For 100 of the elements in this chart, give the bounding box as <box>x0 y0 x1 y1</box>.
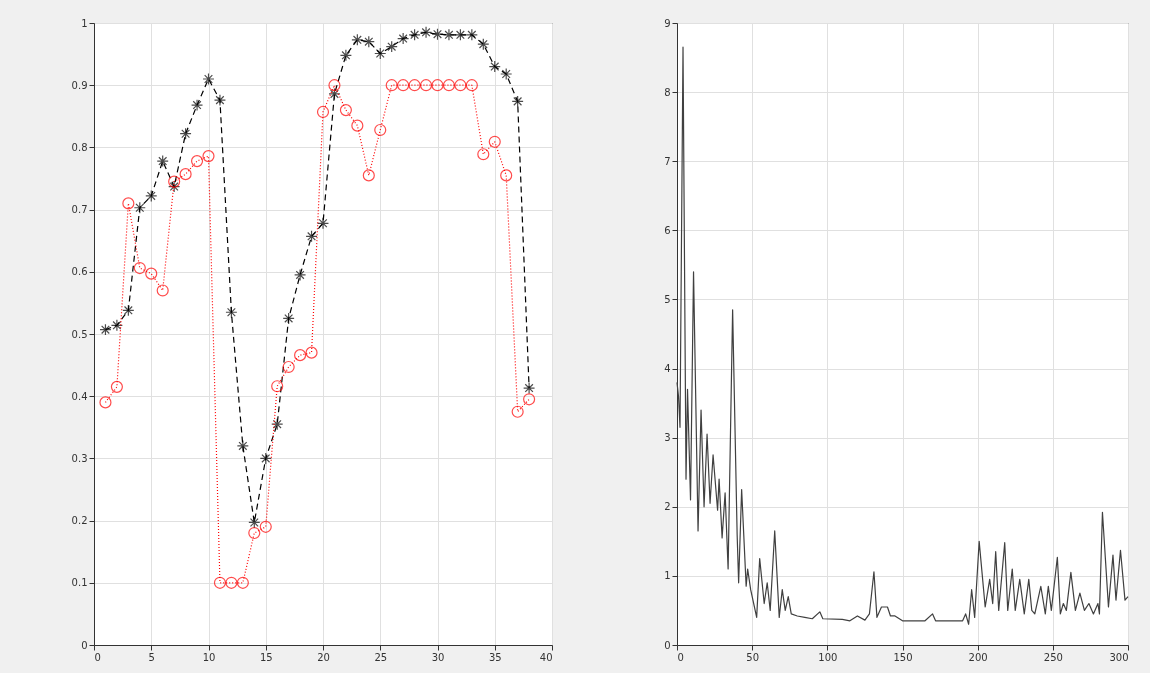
x-tick-label: 0 <box>677 651 684 663</box>
point <box>305 346 318 359</box>
point <box>156 284 169 297</box>
point <box>511 405 524 418</box>
point <box>202 150 215 163</box>
point <box>328 79 341 92</box>
y-tick-label: 9 <box>664 17 671 29</box>
y-tick-label: 0.9 <box>71 79 88 91</box>
point <box>168 180 181 193</box>
x-tick-label: 35 <box>488 651 502 663</box>
x-tick-label: 200 <box>968 651 988 663</box>
point <box>362 169 375 182</box>
x-tick-label: 300 <box>1109 651 1129 663</box>
y-tick-label: 0.4 <box>71 390 88 402</box>
point <box>397 79 410 92</box>
point <box>500 169 513 182</box>
y-tick-label: 0.8 <box>71 141 88 153</box>
y-tick-label: 3 <box>664 432 671 444</box>
y-tick-label: 4 <box>664 363 671 375</box>
x-tick-label: 20 <box>317 651 330 663</box>
point <box>122 197 135 210</box>
point <box>442 79 456 92</box>
x-tick-label: 250 <box>1043 651 1063 663</box>
point <box>477 148 490 161</box>
point <box>523 382 536 395</box>
point <box>202 72 215 86</box>
point <box>442 28 456 41</box>
point <box>133 201 146 214</box>
point <box>477 38 490 51</box>
point <box>213 94 227 107</box>
x-tick-label: 150 <box>893 651 913 663</box>
x-tick-label: 40 <box>539 651 553 663</box>
y-tick-label: 7 <box>664 155 671 167</box>
point <box>213 576 227 589</box>
y-tick-label: 5 <box>664 293 671 305</box>
point <box>259 452 272 465</box>
point <box>225 576 238 589</box>
point <box>236 576 249 589</box>
point <box>465 79 478 92</box>
y-tick-label: 0.2 <box>71 515 88 527</box>
point <box>419 79 433 92</box>
point <box>294 268 307 281</box>
y-tick-label: 0.1 <box>71 577 88 589</box>
point <box>168 175 181 188</box>
x-tick-label: 25 <box>374 651 388 663</box>
y-tick-label: 0.6 <box>71 266 88 278</box>
point <box>316 105 330 119</box>
point <box>339 104 352 117</box>
point <box>248 516 261 529</box>
point <box>99 396 112 409</box>
x-tick-label: 5 <box>148 651 155 663</box>
x-tick-label: 15 <box>259 651 273 663</box>
point <box>374 47 387 60</box>
x-tick-label: 100 <box>818 651 838 663</box>
y-tick-label: 0.7 <box>71 204 88 216</box>
point <box>110 380 123 393</box>
y-tick-label: 0 <box>81 639 88 651</box>
point <box>145 189 158 202</box>
x-tick-label: 50 <box>746 651 760 663</box>
point <box>362 35 375 48</box>
x-tick-label: 10 <box>202 651 216 663</box>
point <box>488 135 501 148</box>
y-tick-label: 0 <box>664 639 671 651</box>
y-tick-label: 6 <box>664 224 671 236</box>
y-tick-label: 0.5 <box>71 328 88 340</box>
line-series <box>676 46 1129 625</box>
point <box>454 28 467 41</box>
point <box>179 127 192 140</box>
point <box>248 526 261 540</box>
point <box>339 49 352 62</box>
point <box>316 217 330 230</box>
point <box>351 33 364 46</box>
point <box>282 360 295 374</box>
y-tick-label: 0.3 <box>71 452 88 464</box>
point <box>431 79 444 92</box>
point <box>465 28 478 41</box>
point <box>328 87 341 100</box>
point <box>179 168 192 181</box>
point <box>305 230 318 243</box>
point <box>374 123 387 137</box>
y-tick-label: 8 <box>664 86 671 98</box>
y-tick-label: 2 <box>664 501 671 513</box>
point <box>511 95 524 108</box>
point <box>271 418 284 431</box>
point <box>523 393 536 406</box>
point <box>431 28 444 41</box>
point <box>385 40 398 53</box>
point <box>408 79 421 92</box>
point <box>282 312 295 325</box>
point <box>156 155 169 168</box>
point <box>488 60 501 73</box>
point <box>236 439 249 453</box>
point <box>122 304 135 317</box>
y-tick-label: 1 <box>81 17 88 29</box>
point <box>190 99 204 112</box>
point <box>259 520 272 533</box>
y-tick-label: 1 <box>664 570 671 582</box>
x-tick-label: 0 <box>94 651 101 663</box>
point <box>225 306 238 319</box>
point <box>454 79 467 92</box>
